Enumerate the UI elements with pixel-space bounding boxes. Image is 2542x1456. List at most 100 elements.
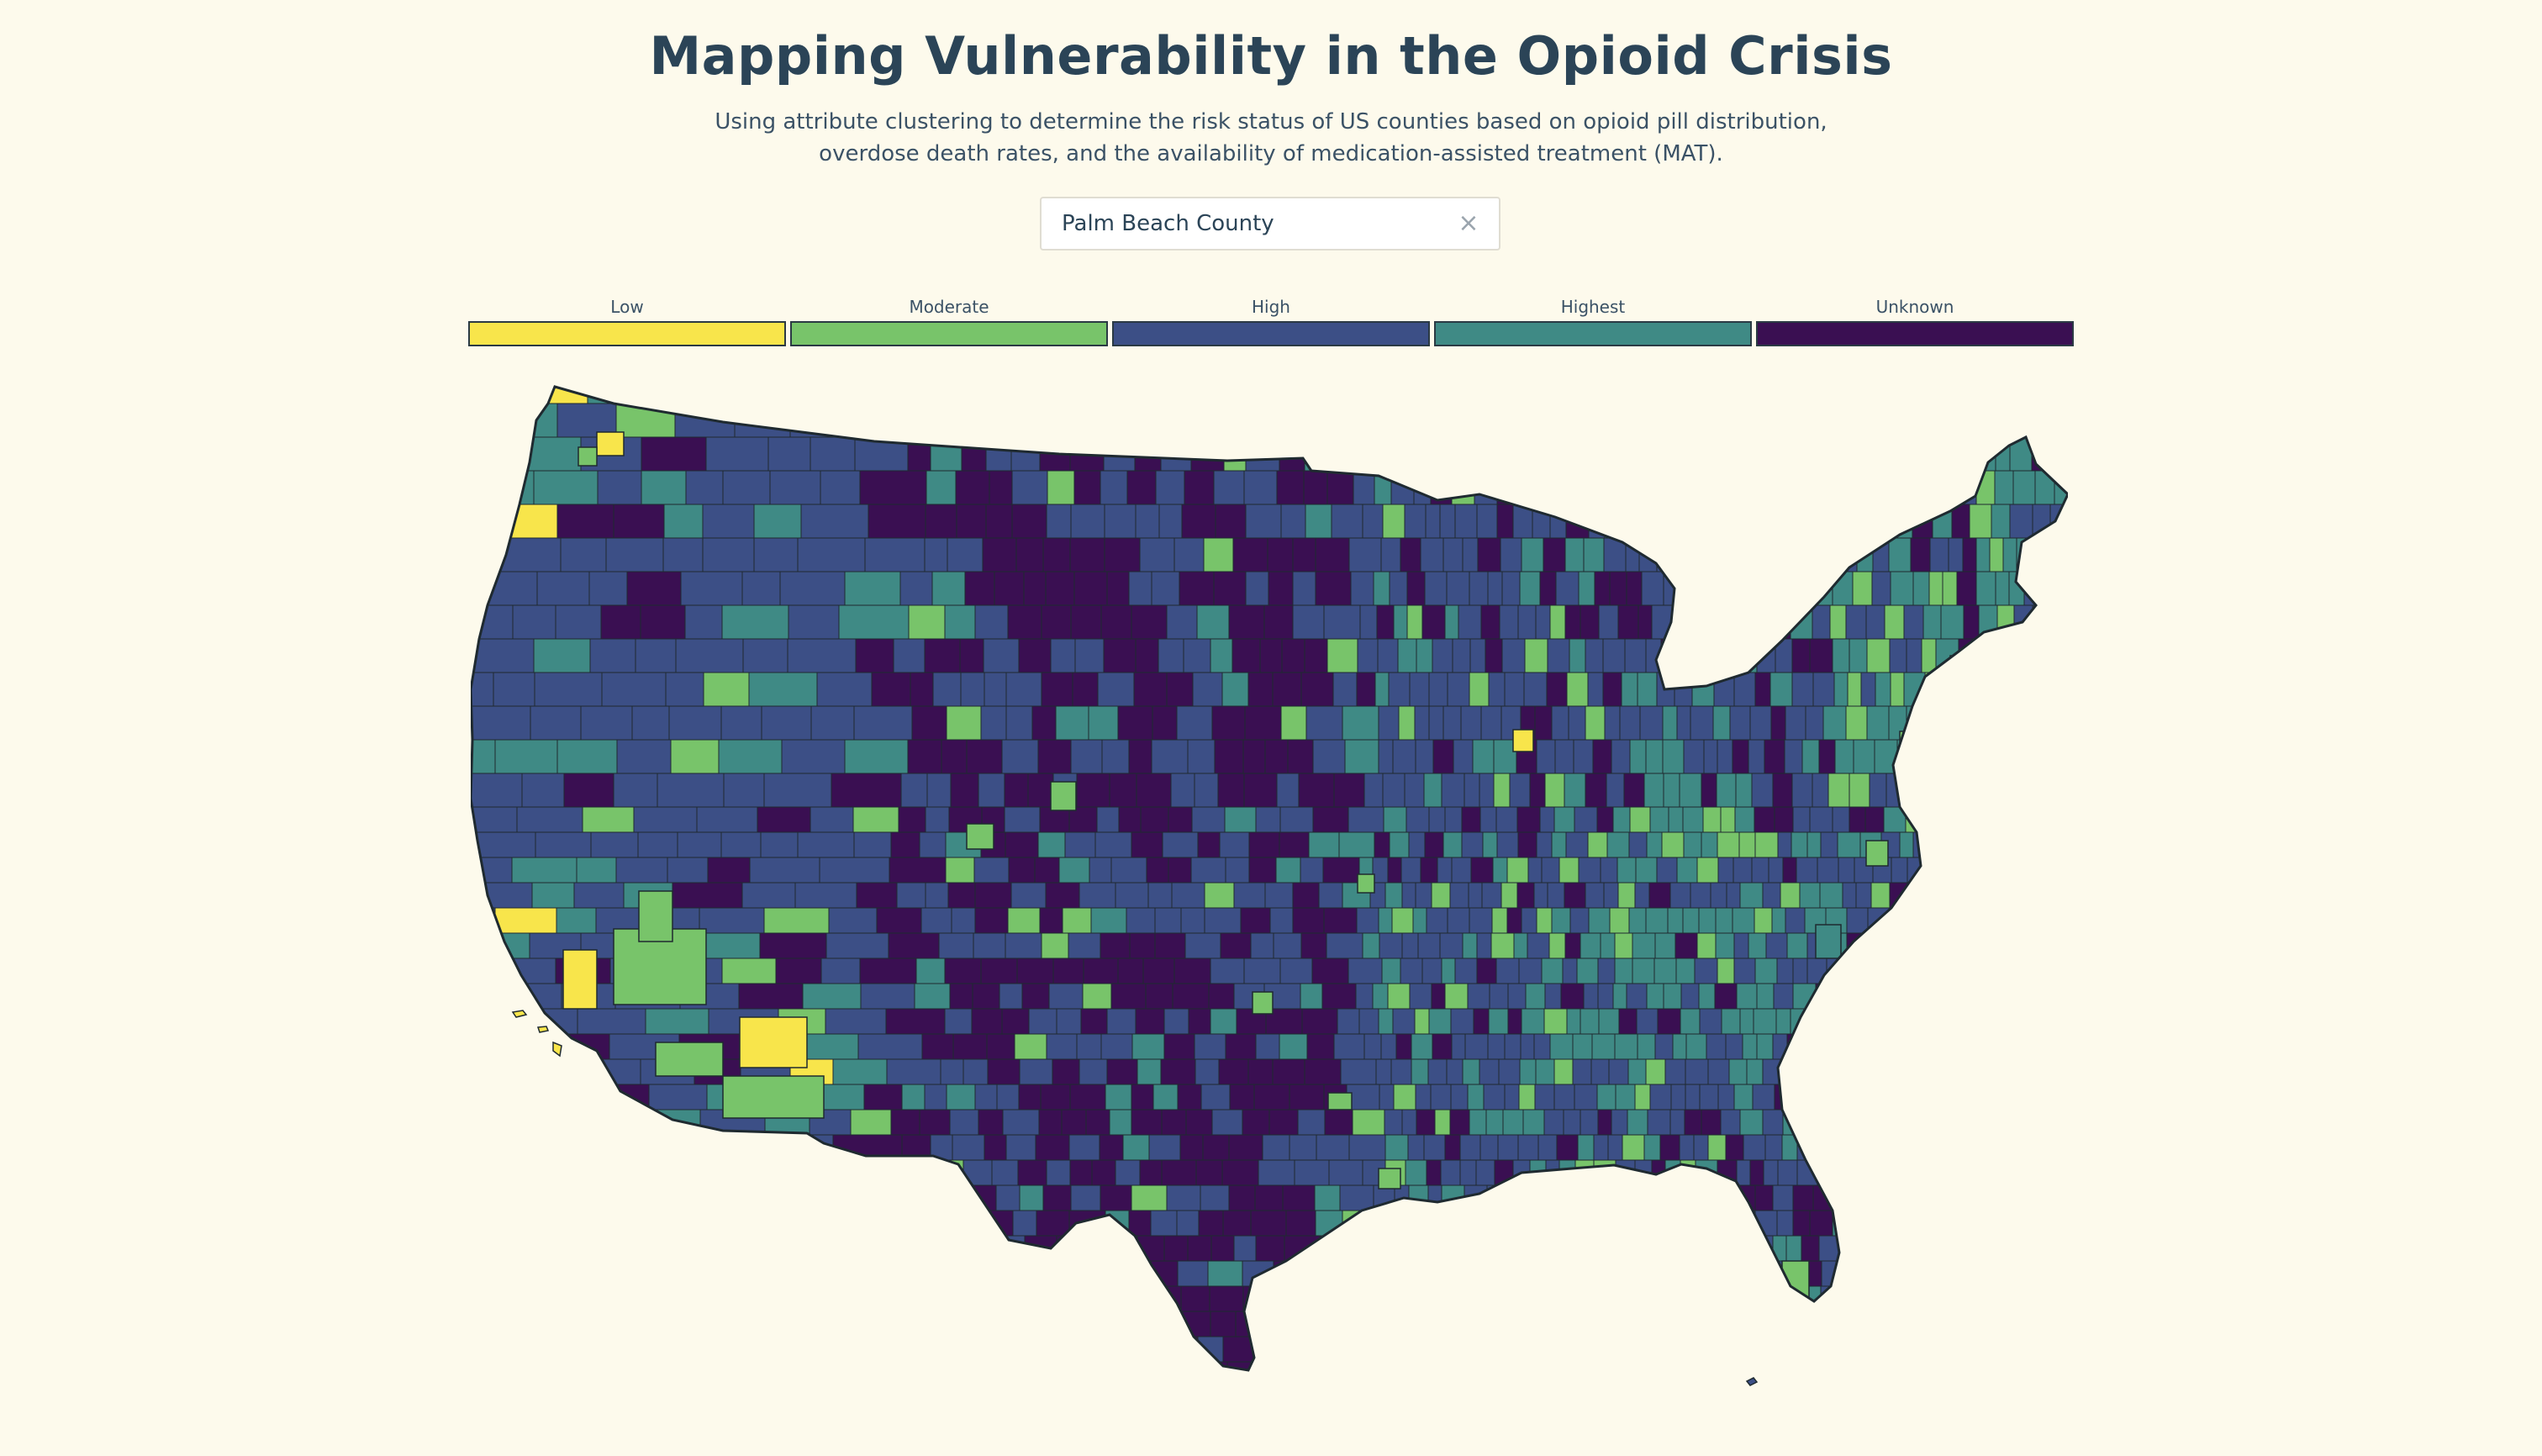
county-cell[interactable]: [1106, 370, 1136, 404]
county-cell[interactable]: [1117, 957, 1144, 984]
county-cell[interactable]: [1416, 638, 1433, 673]
county-cell[interactable]: [966, 823, 994, 850]
county-cell[interactable]: [1742, 604, 1764, 640]
county-cell[interactable]: [1537, 1134, 1558, 1161]
county-cell[interactable]: [1404, 504, 1427, 539]
county-cell[interactable]: [1878, 932, 1895, 959]
county-cell[interactable]: [2044, 1109, 2065, 1136]
county-cell[interactable]: [832, 1058, 888, 1085]
county-cell[interactable]: [1482, 831, 1498, 858]
county-cell[interactable]: [1180, 907, 1205, 934]
county-cell[interactable]: [1070, 604, 1102, 640]
county-cell[interactable]: [1414, 705, 1430, 741]
county-cell[interactable]: [1739, 882, 1764, 909]
county-cell[interactable]: [2020, 1285, 2042, 1312]
county-cell[interactable]: [1774, 806, 1794, 833]
county-cell[interactable]: [1652, 1387, 1673, 1404]
county-cell[interactable]: [1117, 705, 1153, 741]
county-cell[interactable]: [1744, 1336, 1764, 1363]
county-cell[interactable]: [702, 504, 755, 539]
county-cell[interactable]: [1760, 1361, 1776, 1387]
county-cell[interactable]: [1641, 1235, 1662, 1262]
county-cell[interactable]: [1967, 705, 1991, 741]
county-cell[interactable]: [702, 932, 761, 959]
county-cell[interactable]: [1628, 831, 1648, 858]
county-cell[interactable]: [1836, 370, 1853, 404]
county-cell[interactable]: [1519, 1058, 1537, 1085]
county-cell[interactable]: [651, 1134, 720, 1161]
county-cell[interactable]: [791, 1159, 835, 1186]
county-cell[interactable]: [577, 446, 598, 467]
county-cell[interactable]: [1525, 983, 1546, 1010]
county-cell[interactable]: [1292, 907, 1325, 934]
county-cell[interactable]: [962, 1159, 993, 1186]
county-cell[interactable]: [1012, 1210, 1037, 1237]
county-cell[interactable]: [1259, 638, 1283, 673]
county-cell[interactable]: [816, 672, 873, 707]
county-cell[interactable]: [856, 882, 898, 909]
county-cell[interactable]: [1218, 370, 1256, 404]
county-cell[interactable]: [2066, 1387, 2068, 1404]
county-cell[interactable]: [1562, 957, 1578, 984]
county-cell[interactable]: [889, 857, 947, 884]
county-cell[interactable]: [1832, 1008, 1856, 1035]
county-cell[interactable]: [1885, 1109, 1901, 1136]
county-cell[interactable]: [1221, 672, 1249, 707]
county-cell[interactable]: [1050, 781, 1077, 811]
county-cell[interactable]: [1796, 504, 1817, 539]
county-cell[interactable]: [1763, 1159, 1779, 1186]
county-cell[interactable]: [1604, 504, 1626, 539]
county-cell[interactable]: [1139, 1387, 1165, 1404]
county-cell[interactable]: [1942, 571, 1958, 606]
county-cell[interactable]: [1506, 1387, 1526, 1404]
county-cell[interactable]: [629, 1311, 700, 1337]
county-cell[interactable]: [1972, 739, 1989, 774]
county-cell[interactable]: [1451, 857, 1472, 884]
county-cell[interactable]: [1713, 1311, 1735, 1337]
county-cell[interactable]: [2048, 604, 2068, 640]
county-cell[interactable]: [1073, 470, 1101, 505]
county-cell[interactable]: [494, 907, 557, 934]
county-cell[interactable]: [857, 1260, 917, 1287]
county-cell[interactable]: [1161, 1159, 1197, 1186]
county-cell[interactable]: [1662, 739, 1685, 774]
county-cell[interactable]: [2012, 470, 2036, 505]
county-cell[interactable]: [1487, 1033, 1506, 1060]
county-cell[interactable]: [1390, 470, 1415, 505]
county-cell[interactable]: [1109, 773, 1137, 808]
county-cell[interactable]: [471, 857, 513, 884]
county-cell[interactable]: [1495, 806, 1518, 833]
county-cell[interactable]: [1117, 1311, 1152, 1337]
county-cell[interactable]: [1739, 1109, 1764, 1136]
county-cell[interactable]: [1004, 773, 1029, 808]
county-cell[interactable]: [1158, 638, 1184, 673]
county-cell[interactable]: [1158, 504, 1183, 539]
county-cell[interactable]: [1404, 773, 1425, 808]
county-cell[interactable]: [1184, 932, 1221, 959]
county-cell[interactable]: [1657, 403, 1681, 438]
county-cell[interactable]: [1219, 831, 1250, 858]
county-cell[interactable]: [1555, 571, 1580, 606]
county-cell[interactable]: [654, 1235, 696, 1262]
county-cell[interactable]: [1595, 1361, 1619, 1387]
county-cell[interactable]: [1842, 403, 1864, 438]
county-cell[interactable]: [850, 1109, 892, 1136]
county-cell[interactable]: [1981, 1336, 2005, 1363]
county-cell[interactable]: [1516, 806, 1541, 833]
county-cell[interactable]: [1859, 1235, 1884, 1262]
county-cell[interactable]: [1863, 403, 1885, 438]
county-cell[interactable]: [1091, 1159, 1116, 1186]
county-cell[interactable]: [1411, 1033, 1433, 1060]
county-cell[interactable]: [1637, 1260, 1654, 1287]
county-cell[interactable]: [1706, 370, 1723, 404]
county-cell[interactable]: [1197, 1336, 1224, 1363]
county-cell[interactable]: [1011, 470, 1048, 505]
county-cell[interactable]: [857, 1235, 903, 1262]
county-cell[interactable]: [1533, 882, 1548, 909]
county-cell[interactable]: [1819, 882, 1843, 909]
county-cell[interactable]: [2056, 831, 2068, 858]
county-cell[interactable]: [1242, 1109, 1270, 1136]
county-cell[interactable]: [1792, 1210, 1811, 1237]
county-cell[interactable]: [1601, 1184, 1621, 1211]
county-cell[interactable]: [1890, 672, 1905, 707]
